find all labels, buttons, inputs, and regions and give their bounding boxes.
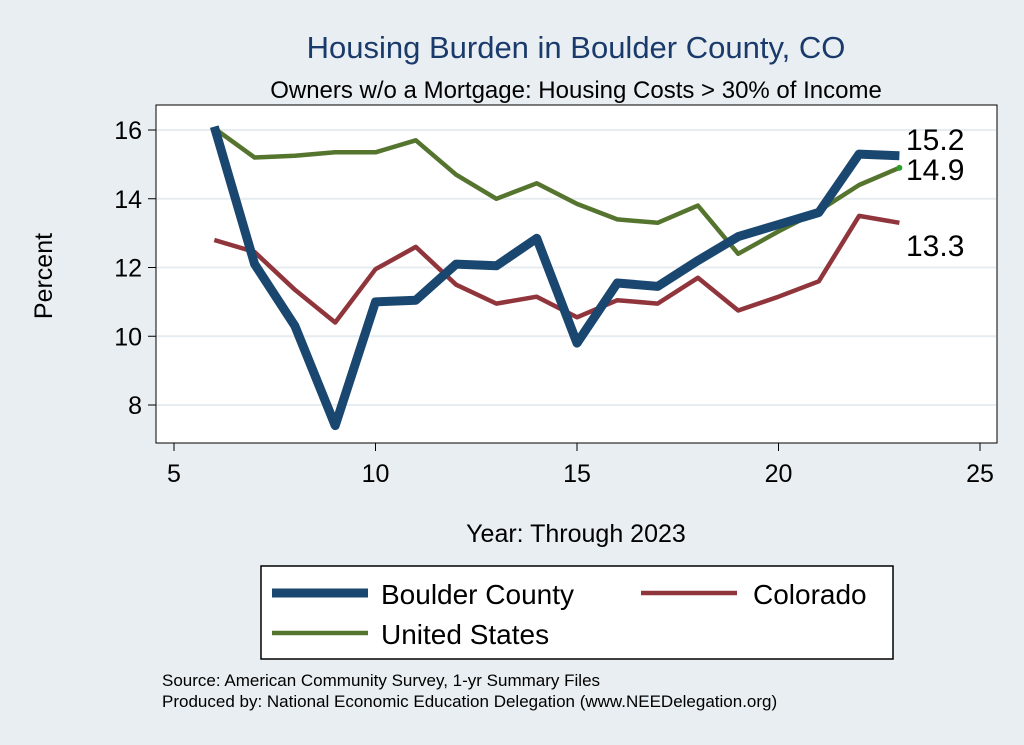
source-line-2: Produced by: National Economic Education… xyxy=(162,692,777,711)
legend-label-colorado: Colorado xyxy=(753,579,867,610)
axes: 8 10 12 14 16 5 10 15 20 25 xyxy=(114,117,994,488)
legend-box xyxy=(260,565,894,660)
y-tick-label: 14 xyxy=(114,186,142,214)
legend-label-united-states: United States xyxy=(381,619,549,650)
legend-label-boulder-county: Boulder County xyxy=(381,579,574,610)
y-tick-label: 8 xyxy=(128,392,142,420)
y-axis-title: Percent xyxy=(30,233,58,319)
end-labels: 15.2 13.3 14.9 xyxy=(906,124,964,263)
source-line-1: Source: American Community Survey, 1-yr … xyxy=(162,671,600,690)
chart-subtitle: Owners w/o a Mortgage: Housing Costs > 3… xyxy=(270,77,882,104)
x-tick-label: 5 xyxy=(167,460,181,488)
y-tick-label: 16 xyxy=(114,117,142,145)
series-line-united-states xyxy=(212,126,901,257)
series-line-colorado xyxy=(213,213,900,325)
series-lines xyxy=(209,125,903,431)
x-axis-title: Year: Through 2023 xyxy=(466,520,686,548)
end-label-united-states: 14.9 xyxy=(906,154,964,187)
us-end-marker xyxy=(896,164,903,171)
x-tick-label: 15 xyxy=(563,460,591,488)
x-tick-label: 10 xyxy=(362,460,390,488)
y-tick-label: 12 xyxy=(114,255,142,283)
chart-title: Housing Burden in Boulder County, CO xyxy=(307,30,846,65)
series-line-boulder-county xyxy=(209,125,900,431)
x-tick-label: 20 xyxy=(765,460,793,488)
end-label-boulder-county: 15.2 xyxy=(906,124,964,157)
legend: Boulder County Colorado United States xyxy=(272,579,867,650)
y-tick-label: 10 xyxy=(114,323,142,351)
end-label-colorado: 13.3 xyxy=(906,230,964,263)
x-tick-label: 25 xyxy=(966,460,994,488)
